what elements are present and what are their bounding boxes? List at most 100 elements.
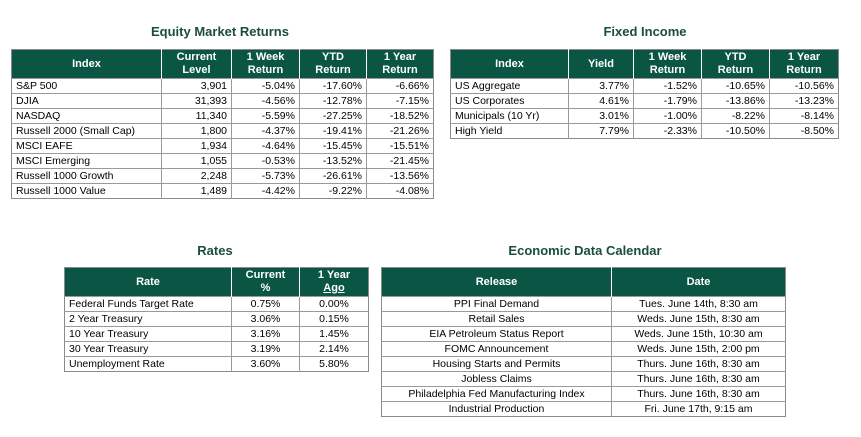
fixed-header-index: Index <box>450 49 569 79</box>
cell-year: -6.66% <box>366 78 434 94</box>
cell-week: -1.00% <box>633 108 702 124</box>
fixed-income-table: Index Yield 1 Week Return YTD Return 1 Yea… <box>450 49 839 139</box>
cell-ago: 0.00% <box>299 296 369 312</box>
cell-name: US Corporates <box>450 93 569 109</box>
cell-name: NASDAQ <box>11 108 162 124</box>
rates-header-rate: Rate <box>64 267 232 297</box>
table-row: EIA Petroleum Status Report Weds. June 15… <box>381 326 786 342</box>
cell-year: -13.23% <box>769 93 839 109</box>
table-row: DJIA 31,393 -4.56% -12.78% -7.15% <box>11 93 434 109</box>
cell-name: Municipals (10 Yr) <box>450 108 569 124</box>
cell-level: 31,393 <box>161 93 232 109</box>
cell-week: -0.53% <box>231 153 300 169</box>
cell-name: 10 Year Treasury <box>64 326 232 342</box>
cell-year: -21.26% <box>366 123 434 139</box>
cell-ytd: -19.41% <box>299 123 367 139</box>
table-row: High Yield 7.79% -2.33% -10.50% -8.50% <box>450 123 839 139</box>
cell-ytd: -8.22% <box>701 108 770 124</box>
cell-week: -4.64% <box>231 138 300 154</box>
cell-date: Weds. June 15th, 10:30 am <box>611 326 786 342</box>
calendar-header-date: Date <box>611 267 786 297</box>
table-row: PPI Final Demand Tues. June 14th, 8:30 am <box>381 296 786 312</box>
cell-name: 2 Year Treasury <box>64 311 232 327</box>
equity-title: Equity Market Returns <box>151 24 289 39</box>
cell-ytd: -17.60% <box>299 78 367 94</box>
cell-release: FOMC Announcement <box>381 341 612 357</box>
fixed-header-yield: Yield <box>568 49 634 79</box>
cell-release: Jobless Claims <box>381 371 612 387</box>
cell-year: -8.50% <box>769 123 839 139</box>
cell-release: Housing Starts and Permits <box>381 356 612 372</box>
cell-yield: 4.61% <box>568 93 634 109</box>
cell-ytd: -15.45% <box>299 138 367 154</box>
table-row: Federal Funds Target Rate 0.75% 0.00% <box>64 296 369 312</box>
cell-release: Retail Sales <box>381 311 612 327</box>
cell-current: 3.19% <box>231 341 300 357</box>
cell-current: 0.75% <box>231 296 300 312</box>
cell-name: Russell 1000 Value <box>11 183 162 199</box>
cell-name: MSCI EAFE <box>11 138 162 154</box>
cell-current: 3.60% <box>231 356 300 372</box>
calendar-title: Economic Data Calendar <box>508 243 662 258</box>
cell-release: PPI Final Demand <box>381 296 612 312</box>
cell-ytd: -12.78% <box>299 93 367 109</box>
cell-week: -4.37% <box>231 123 300 139</box>
cell-level: 3,901 <box>161 78 232 94</box>
cell-ytd: -27.25% <box>299 108 367 124</box>
cell-name: Russell 2000 (Small Cap) <box>11 123 162 139</box>
cell-level: 2,248 <box>161 168 232 184</box>
cell-ago: 1.45% <box>299 326 369 342</box>
table-row: 30 Year Treasury 3.19% 2.14% <box>64 341 369 357</box>
cell-year: -10.56% <box>769 78 839 94</box>
fixed-header-year: 1 Year Return <box>769 49 839 79</box>
cell-date: Thurs. June 16th, 8:30 am <box>611 386 786 402</box>
table-row: MSCI EAFE 1,934 -4.64% -15.45% -15.51% <box>11 138 434 154</box>
cell-year: -18.52% <box>366 108 434 124</box>
table-row: US Aggregate 3.77% -1.52% -10.65% -10.56% <box>450 78 839 94</box>
cell-date: Tues. June 14th, 8:30 am <box>611 296 786 312</box>
calendar-header-release: Release <box>381 267 612 297</box>
cell-name: High Yield <box>450 123 569 139</box>
rates-header-ago: 1 Year Ago <box>299 267 369 297</box>
cell-level: 1,800 <box>161 123 232 139</box>
cell-ytd: -13.52% <box>299 153 367 169</box>
cell-week: -4.42% <box>231 183 300 199</box>
rates-header-current: Current% <box>231 267 300 297</box>
table-row: MSCI Emerging 1,055 -0.53% -13.52% -21.45% <box>11 153 434 169</box>
equity-table: Index Current Level 1 Week Return YTD Retur… <box>11 49 434 199</box>
cell-release: EIA Petroleum Status Report <box>381 326 612 342</box>
cell-name: Unemployment Rate <box>64 356 232 372</box>
table-row: Municipals (10 Yr) 3.01% -1.00% -8.22% -8.14… <box>450 108 839 124</box>
cell-week: -4.56% <box>231 93 300 109</box>
cell-date: Thurs. June 16th, 8:30 am <box>611 371 786 387</box>
cell-release: Industrial Production <box>381 401 612 417</box>
cell-year: -7.15% <box>366 93 434 109</box>
cell-ytd: -26.61% <box>299 168 367 184</box>
cell-date: Weds. June 15th, 8:30 am <box>611 311 786 327</box>
table-row: Industrial Production Fri. June 17th, 9:1… <box>381 401 786 417</box>
equity-header-year: 1 Year Return <box>366 49 434 79</box>
table-row: Housing Starts and Permits Thurs. June 16… <box>381 356 786 372</box>
cell-year: -8.14% <box>769 108 839 124</box>
cell-level: 11,340 <box>161 108 232 124</box>
calendar-table: Release Date PPI Final Demand Tues. June … <box>381 267 786 417</box>
cell-ytd: -10.50% <box>701 123 770 139</box>
cell-week: -5.59% <box>231 108 300 124</box>
cell-name: DJIA <box>11 93 162 109</box>
table-row: FOMC Announcement Weds. June 15th, 2:00 p… <box>381 341 786 357</box>
cell-week: -5.04% <box>231 78 300 94</box>
table-row: Retail Sales Weds. June 15th, 8:30 am <box>381 311 786 327</box>
cell-level: 1,934 <box>161 138 232 154</box>
cell-ytd: -13.86% <box>701 93 770 109</box>
equity-header-current: Current Level <box>161 49 232 79</box>
fixed-header-ytd: YTD Return <box>701 49 770 79</box>
equity-header-index: Index <box>11 49 162 79</box>
table-row: Russell 1000 Growth 2,248 -5.73% -26.61% -13… <box>11 168 434 184</box>
table-row: Unemployment Rate 3.60% 5.80% <box>64 356 369 372</box>
cell-year: -15.51% <box>366 138 434 154</box>
cell-name: 30 Year Treasury <box>64 341 232 357</box>
cell-yield: 3.01% <box>568 108 634 124</box>
table-row: Russell 1000 Value 1,489 -4.42% -9.22% -4.08… <box>11 183 434 199</box>
rates-table: Rate Current% 1 Year Ago Federal Funds Ta… <box>64 267 369 372</box>
cell-yield: 7.79% <box>568 123 634 139</box>
